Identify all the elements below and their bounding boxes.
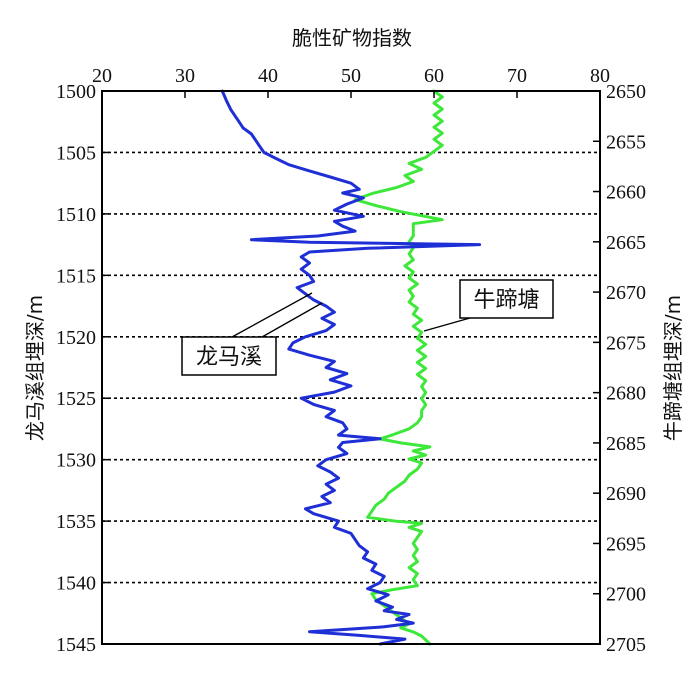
callout-line <box>423 317 471 332</box>
callout-line <box>261 302 323 338</box>
y-right-tick-label: 2655 <box>606 131 646 153</box>
y-left-tick-label: 1510 <box>56 204 96 226</box>
y-right-tick-label: 2675 <box>606 332 646 354</box>
annotation-label-longmaxi: 龙马溪 <box>196 345 262 370</box>
x-tick-label: 50 <box>341 65 361 87</box>
x-tick-label: 60 <box>424 65 444 87</box>
y-right-tick-label: 2700 <box>606 584 646 606</box>
x-tick-label: 80 <box>590 65 610 87</box>
y-left-tick-label: 1500 <box>56 81 96 103</box>
y-left-tick-label: 1520 <box>56 327 96 349</box>
ticks-layer: 20 30 40 50 60 70 80 1500 1505 1510 1515 1520 1525 15… <box>56 65 646 656</box>
series-line-niutitang <box>353 89 444 646</box>
y-right-axis-label: 牛蹄塘组埋深/m <box>661 295 685 441</box>
annotation-label-niutitang: 牛蹄塘 <box>473 288 539 313</box>
y-left-tick-label: 1535 <box>56 511 96 533</box>
x-tick-label: 40 <box>258 65 278 87</box>
y-left-tick-label: 1515 <box>56 265 96 287</box>
series-line-longmaxi <box>220 89 482 646</box>
y-right-tick-label: 2670 <box>606 282 646 304</box>
annotation-box-longmaxi <box>181 336 277 376</box>
y-right-tick-label: 2665 <box>606 232 646 254</box>
y-left-tick-label: 1505 <box>56 142 96 164</box>
y-right-tick-label: 2690 <box>606 483 646 505</box>
y-left-tick-label: 1540 <box>56 573 96 595</box>
annotation-box-niutitang <box>459 279 554 319</box>
chart-title: 脆性矿物指数 <box>292 26 412 50</box>
y-right-tick-label: 2705 <box>606 634 646 656</box>
y-right-tick-label: 2650 <box>606 81 646 103</box>
series-layer <box>220 89 482 646</box>
y-left-tick-label: 1530 <box>56 450 96 472</box>
y-left-tick-label: 1545 <box>56 634 96 656</box>
x-tick-label: 70 <box>507 65 527 87</box>
x-tick-label: 20 <box>92 65 112 87</box>
y-right-tick-label: 2660 <box>606 182 646 204</box>
y-right-tick-label: 2695 <box>606 533 646 555</box>
y-left-axis-label: 龙马溪组埋深/m <box>23 295 47 441</box>
y-left-tick-label: 1525 <box>56 388 96 410</box>
callout-line <box>231 292 313 338</box>
y-right-tick-label: 2685 <box>606 433 646 455</box>
y-right-tick-label: 2680 <box>606 383 646 405</box>
plot-frame <box>101 90 601 645</box>
annotation-layer: 龙马溪 牛蹄塘 <box>181 279 554 376</box>
x-tick-label: 30 <box>175 65 195 87</box>
